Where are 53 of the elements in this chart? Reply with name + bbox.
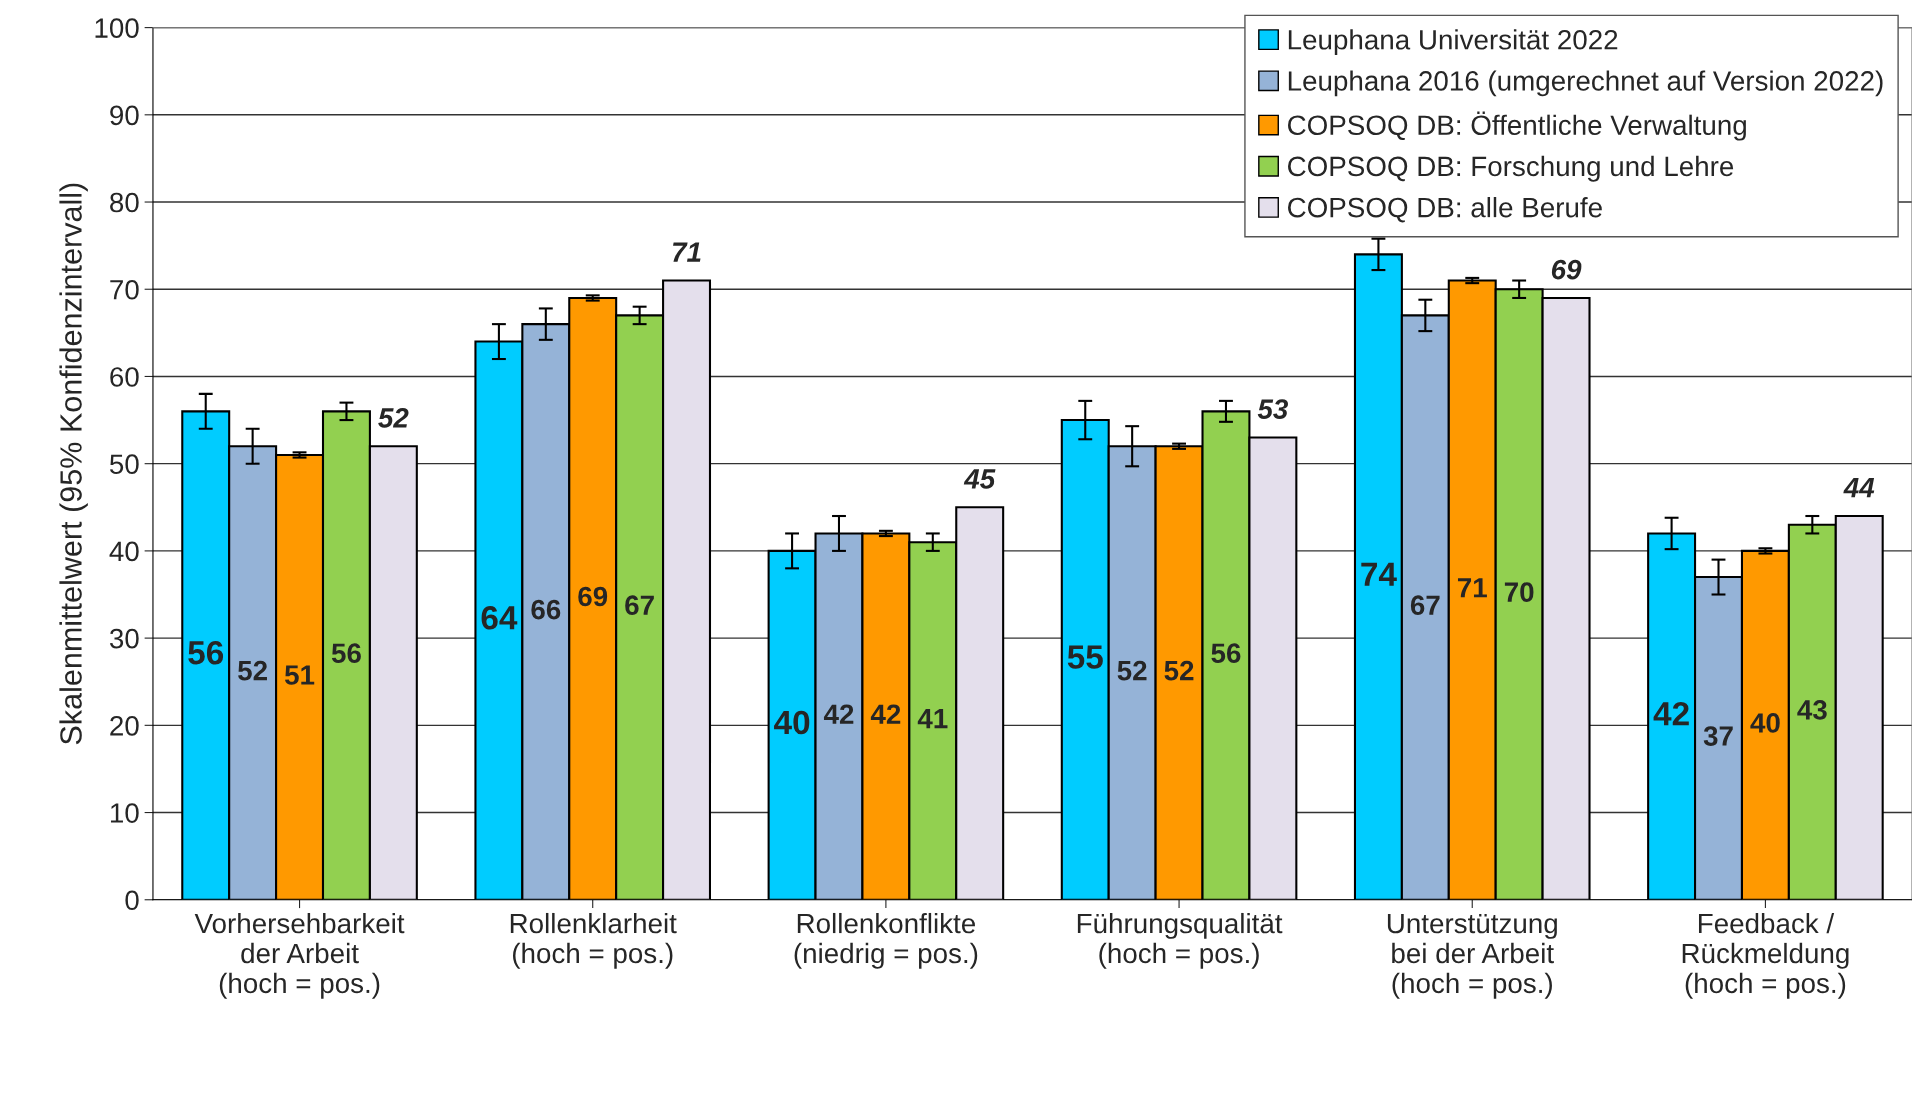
data-label: 69 [578,586,608,607]
y-tick-label: 30 [109,628,139,649]
data-label: 66 [531,599,561,620]
data-label: 42 [1653,701,1689,726]
y-tick-label: 10 [110,803,139,823]
data-label: 71 [673,242,701,262]
x-tick-label: Feedback / Rückmeldung (hoch = pos.) [1682,912,1849,999]
x-tick-label: Führungsqualität (hoch = pos.) [1077,912,1283,969]
data-label: 71 [1457,578,1487,598]
data-label: 40 [1750,713,1780,733]
legend-label: COPSOQ DB: Forschung und Lehre [1288,155,1734,182]
data-label: 69 [1551,259,1582,280]
y-tick-label: 80 [110,192,139,213]
y-tick-label: 50 [109,454,139,475]
data-label: 56 [1211,643,1241,664]
data-label: 67 [1410,595,1440,616]
x-tick-label: Rollenkonflikte (niedrig = pos.) [794,912,978,969]
data-label: 44 [1843,478,1875,498]
data-label: 42 [870,704,901,724]
x-tick-label: Rollenklarheit (hoch = pos.) [510,912,677,969]
data-label: 43 [1797,700,1827,720]
data-label: 45 [963,469,996,489]
y-tick-label: 40 [109,541,139,562]
data-label: 37 [1703,726,1733,746]
data-label: 51 [284,665,315,685]
data-label: 64 [481,606,518,630]
data-label: 41 [917,709,948,729]
legend-label: COPSOQ DB: alle Berufe [1288,197,1602,223]
y-axis-title: Skalenmittelwert (95% Konfidenzintervall) [59,183,88,745]
data-label: 53 [1257,399,1289,419]
legend-label: Leuphana 2016 (umgerechnet auf Version 2022) [1288,70,1883,97]
data-label: 74 [1361,562,1397,586]
data-label: 70 [1504,582,1534,602]
data-label: 52 [1117,660,1147,681]
x-tick-label: Unterstützung bei der Arbeit (hoch = pos.) [1387,913,1557,999]
data-label: 55 [1067,645,1103,669]
data-label: 40 [774,710,810,735]
data-label: 67 [625,595,654,616]
x-tick-label: Vorhersehbarkeit der Arbeit (hoch = pos.) [194,912,405,999]
y-tick-label: 100 [95,18,139,38]
data-label: 42 [823,704,854,724]
y-tick-label: 20 [110,716,139,736]
data-label: 52 [378,407,409,428]
legend-label: Leuphana Universität 2022 [1288,29,1618,56]
y-tick-label: 60 [110,367,139,387]
data-label: 56 [331,643,361,664]
data-label: 56 [188,640,224,665]
y-tick-label: 70 [110,279,139,300]
legend-label: COPSOQ DB: Öffentliche Verwaltung [1288,111,1746,141]
data-label: 52 [238,660,267,681]
data-label: 52 [1164,660,1194,681]
y-tick-label: 0 [125,890,139,911]
y-tick-label: 90 [110,105,139,126]
